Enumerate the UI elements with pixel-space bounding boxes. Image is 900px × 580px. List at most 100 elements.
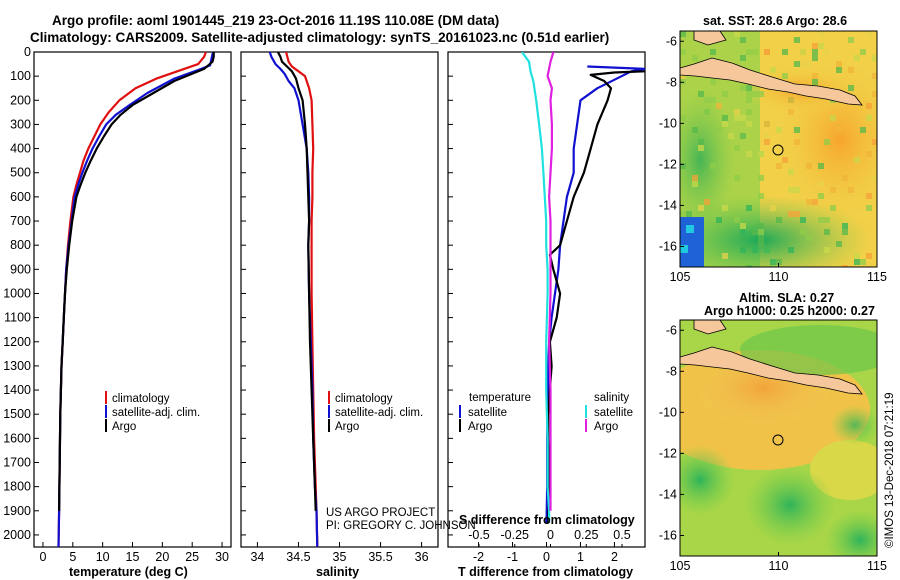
depth-tick-label: 700 [10, 214, 31, 228]
sst-pixel [692, 175, 698, 181]
lat-tick-label: -8 [666, 75, 677, 89]
sst-pixel [794, 187, 800, 193]
sst-cold-corner [680, 217, 704, 267]
imos-watermark: ©IMOS 13-Dec-2018 07:21:19 [884, 392, 896, 548]
sst-pixel [824, 229, 830, 235]
sst-pixel [734, 175, 740, 181]
depth-tick-label: 2000 [3, 528, 31, 542]
lon-tick-label: 110 [769, 559, 789, 573]
sst-pixel [752, 49, 758, 55]
sst-map-title: sat. SST: 28.6 Argo: 28.6 [703, 14, 847, 28]
sst-pixel [818, 43, 824, 49]
lat-tick-label: -16 [659, 528, 677, 542]
difference-profile-lines [521, 52, 645, 523]
sst-pixel [860, 127, 866, 133]
depth-tick-label: 1300 [3, 359, 31, 373]
t-difference-axis-label: T difference from climatology [458, 565, 633, 579]
sst-pixel [746, 85, 752, 91]
x-tick-label: 35.5 [368, 550, 392, 564]
depth-tick-label: 1100 [4, 311, 31, 325]
sst-pixel [764, 121, 770, 127]
legend-s-argo-label: Argo [594, 421, 618, 433]
sst-pixel [746, 205, 752, 211]
depth-tick-label: 1500 [3, 407, 31, 421]
legend-climatology-label: climatology [112, 393, 170, 405]
sst-pixel [866, 151, 872, 157]
sst-pixel [728, 133, 734, 139]
java-landmass [680, 57, 863, 106]
sst-pixel [680, 31, 686, 37]
sst-pixel [812, 49, 818, 55]
sst-pixel [758, 223, 764, 229]
sst-pixel [746, 151, 752, 157]
sst-pixel [740, 223, 746, 229]
sla-low-west [680, 445, 735, 515]
x-tick-label: 34.5 [286, 550, 310, 564]
lat-tick-label: -16 [659, 239, 677, 253]
sst-pixel [836, 127, 842, 133]
sst-pixel [710, 97, 716, 103]
sst-pixel [818, 181, 824, 187]
salinity-argo-line [276, 52, 317, 511]
sst-pixel [866, 193, 872, 199]
lat-tick-label: -10 [659, 116, 677, 130]
sst-pixel [692, 115, 698, 121]
depth-axis-ticks: 0 100 200 300 400 500 600 700 800 900 1000 1100 1200… [3, 45, 39, 542]
sst-pixel [740, 229, 746, 235]
sla-map: Altim. SLA: 0.27 Argo h1000: 0.25 h2000:… [659, 291, 887, 573]
sst-pixel [740, 247, 746, 253]
sst-pixel [854, 157, 860, 163]
sst-pixel [740, 85, 746, 91]
depth-tick-label: 200 [10, 93, 31, 107]
sst-pixel [818, 193, 824, 199]
sst-pixel [872, 175, 877, 181]
depth-tick-label: 1000 [3, 286, 31, 300]
sst-pixel [848, 85, 854, 91]
sst-pixel [794, 37, 800, 43]
argo-position-marker [772, 144, 784, 156]
x-tick-label: 10 [96, 550, 110, 564]
depth-tick-label: 600 [10, 190, 31, 204]
sst-pixel [722, 205, 728, 211]
sst-pixel [866, 115, 872, 121]
sst-pixel [770, 265, 776, 267]
salinity-difference-legend: salinity satellite Argo [585, 392, 633, 433]
sst-pixel [824, 217, 830, 223]
sst-pixel [794, 211, 800, 217]
difference-panel: -2 -1 0 1 2 -0.5 -0.25 0 0.25 0.5 temperature sa… [447, 51, 646, 579]
depth-tick-label: 1900 [3, 504, 31, 518]
sst-pixel [830, 115, 836, 121]
lat-tick-label: -14 [659, 487, 677, 501]
x-tick-label: 1 [577, 550, 584, 564]
sst-pixel [818, 163, 824, 169]
sst-pixel [734, 115, 740, 121]
depth-tick-label: 100 [10, 69, 31, 83]
credit-line1: US ARGO PROJECT [326, 507, 435, 519]
credit-line2: PI: GREGORY C. JOHNSON [326, 520, 476, 532]
sst-pixel [698, 139, 704, 145]
sst-map-latitude-ticks: -6 -8 -10 -12 -14 -16 [659, 34, 684, 253]
sst-pixel [680, 73, 686, 79]
x-tick-label: 20 [155, 550, 169, 564]
sst-pixel [710, 79, 716, 85]
sst-pixel [806, 235, 812, 241]
sst-pixel [770, 205, 776, 211]
sst-pixel [680, 163, 686, 169]
sst-pixel [764, 133, 770, 139]
sst-pixel [722, 121, 728, 127]
sst-pixel [824, 49, 830, 55]
s-difference-axis-label: S difference from climatology [459, 513, 635, 527]
legend-s-satellite-label: satellite [594, 407, 633, 419]
sst-pixel [758, 175, 764, 181]
sla-field [680, 320, 877, 556]
s-tick-label: -0.25 [501, 528, 530, 542]
s-tick-label: -0.5 [468, 528, 490, 542]
depth-tick-label: 1800 [3, 480, 31, 494]
sst-pixel [782, 73, 788, 79]
sst-pixel [788, 169, 794, 175]
sla-green-north [740, 325, 877, 375]
sst-pixel [830, 187, 836, 193]
sst-pixel [788, 109, 794, 115]
t-difference-axis-ticks: -2 -1 0 1 2 [473, 542, 618, 564]
depth-tick-label: 0 [24, 45, 31, 59]
